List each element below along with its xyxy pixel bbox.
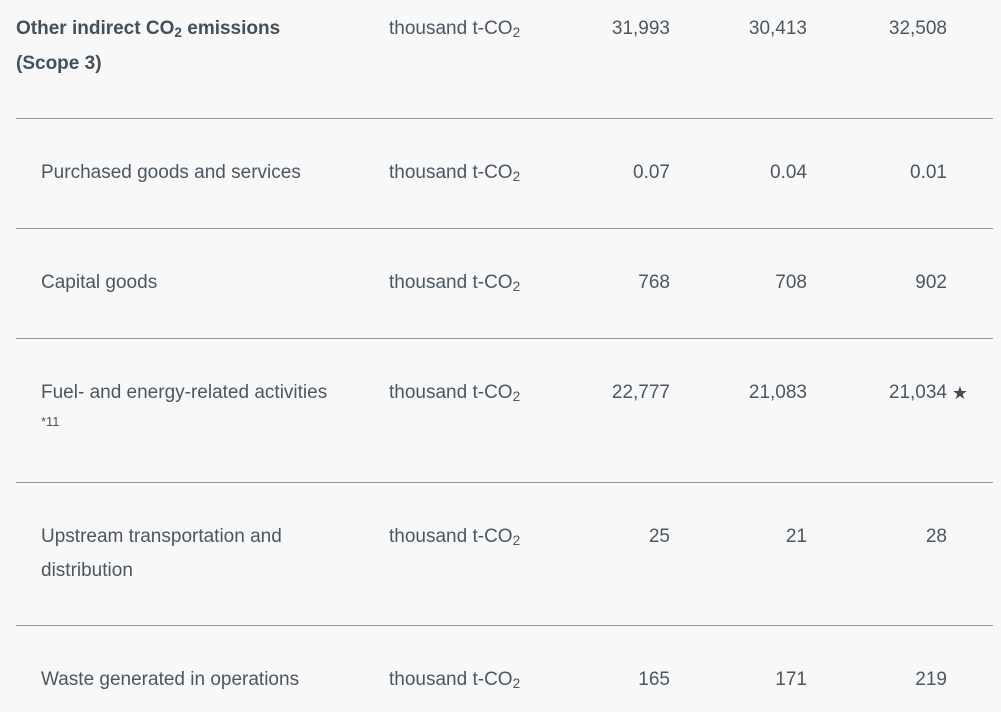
co2-subscript: 2: [512, 25, 521, 41]
table-row-scope3-total: Other indirect CO2 emissions (Scope 3) t…: [16, 0, 993, 119]
unit-cell: thousand t-CO2: [389, 0, 539, 119]
co2-subscript: 2: [512, 279, 521, 295]
unit-text: thousand t-CO: [389, 18, 513, 39]
row-label: Upstream transportation and distribution: [16, 482, 389, 626]
value-cell-y2: 21,083: [670, 338, 807, 483]
value-cell-y3: 0.01: [807, 118, 993, 229]
value-cell-y1: 165: [638, 669, 670, 690]
row-label-text: Other indirect CO: [16, 18, 175, 39]
value-cell-y2: 171: [775, 669, 807, 690]
co2-subscript: 2: [512, 389, 521, 405]
row-label-text: Fuel- and energy-related activities: [41, 382, 328, 403]
value-cell-y1: 25: [539, 482, 670, 626]
table-row-purchased-goods: Purchased goods and services thousand t-…: [16, 118, 993, 229]
table-row-upstream-transport: Upstream transportation and distribution…: [16, 482, 993, 626]
row-label: Waste generated in operations: [41, 669, 300, 690]
footnote-ref: *11: [41, 414, 60, 430]
row-label: Purchased goods and services: [16, 118, 389, 229]
unit-cell: thousand t-CO2: [389, 228, 539, 339]
unit-cell: thousand t-CO2: [389, 338, 539, 483]
table-row-waste: Waste generated in operations thousand t…: [16, 626, 993, 712]
unit-text: thousand t-CO: [389, 526, 513, 547]
value-cell-y2: 708: [670, 228, 807, 339]
verification-star-icon: ★: [951, 383, 968, 403]
value-text: 21,034: [888, 382, 947, 403]
unit-text: thousand t-CO: [389, 669, 513, 690]
value-cell-y1: 31,993: [539, 0, 670, 119]
value-cell-y2: 21: [670, 482, 807, 626]
unit-text: thousand t-CO: [389, 162, 513, 183]
value-cell-y1: 0.07: [539, 118, 670, 229]
unit-cell: thousand t-CO2: [389, 626, 539, 712]
emissions-table: Other indirect CO2 emissions (Scope 3) t…: [16, 0, 993, 712]
unit-text: thousand t-CO: [389, 272, 513, 293]
value-cell-y3: 28: [807, 482, 993, 626]
value-cell-y1: 22,777: [539, 338, 670, 483]
value-cell-y1: 768: [539, 228, 670, 339]
co2-subscript: 2: [512, 533, 521, 549]
table-row-capital-goods: Capital goods thousand t-CO2 768 708 902: [16, 228, 993, 339]
table-row-fuel-energy: Fuel- and energy-related activities *11 …: [16, 338, 993, 483]
unit-cell: thousand t-CO2: [389, 482, 539, 626]
row-label: Capital goods: [16, 228, 389, 339]
value-cell-y3: 21,034 ★: [807, 338, 993, 483]
value-cell-y3: 32,508: [807, 0, 993, 119]
value-cell-y2: 0.04: [670, 118, 807, 229]
value-cell-y3: 902: [807, 228, 993, 339]
unit-text: thousand t-CO: [389, 382, 513, 403]
co2-subscript: 2: [512, 169, 521, 185]
row-label: Fuel- and energy-related activities *11: [16, 338, 389, 483]
co2-subscript: 2: [512, 676, 521, 692]
value-cell-y3: 219: [915, 669, 947, 690]
row-label-text: emissions (Scope 3): [16, 18, 281, 74]
unit-cell: thousand t-CO2: [389, 118, 539, 229]
value-cell-y2: 30,413: [670, 0, 807, 119]
co2-subscript: 2: [174, 25, 182, 41]
row-label: Other indirect CO2 emissions (Scope 3): [16, 0, 389, 119]
